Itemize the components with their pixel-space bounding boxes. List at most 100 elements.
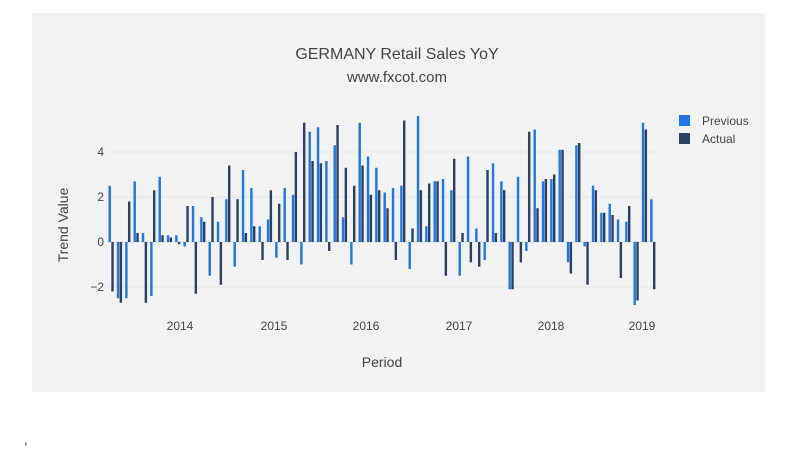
bar-previous[interactable] <box>233 242 236 267</box>
bar-previous[interactable] <box>416 116 420 242</box>
bar-previous[interactable] <box>483 242 486 260</box>
bar-actual[interactable] <box>377 190 381 242</box>
bar-actual[interactable] <box>452 158 456 242</box>
bar-actual[interactable] <box>411 228 414 243</box>
bar-previous[interactable] <box>491 163 495 242</box>
bar-actual[interactable] <box>502 190 506 242</box>
bar-previous[interactable] <box>375 167 378 242</box>
bar-previous[interactable] <box>316 127 320 242</box>
bar-previous[interactable] <box>433 181 436 242</box>
bar-actual[interactable] <box>594 190 598 242</box>
bar-previous[interactable] <box>191 206 195 242</box>
bar-actual[interactable] <box>336 125 339 242</box>
bar-actual[interactable] <box>494 233 498 242</box>
bar-previous[interactable] <box>466 156 470 243</box>
bar-actual[interactable] <box>586 242 589 285</box>
bar-previous[interactable] <box>158 176 161 242</box>
bar-previous[interactable] <box>575 145 578 242</box>
bar-actual[interactable] <box>369 194 373 242</box>
bar-actual[interactable] <box>252 226 256 242</box>
bar-actual[interactable] <box>544 179 548 242</box>
bar-actual[interactable] <box>236 199 239 242</box>
bar-previous[interactable] <box>550 179 553 242</box>
bar-actual[interactable] <box>186 206 189 242</box>
bar-actual[interactable] <box>652 242 656 290</box>
bar-actual[interactable] <box>577 143 581 242</box>
bar-actual[interactable] <box>344 167 348 242</box>
bar-actual[interactable] <box>461 233 464 242</box>
bar-previous[interactable] <box>300 242 303 265</box>
bar-previous[interactable] <box>383 192 386 243</box>
bar-actual[interactable] <box>394 242 398 260</box>
bar-previous[interactable] <box>275 242 278 258</box>
bar-previous[interactable] <box>475 228 478 243</box>
bar-previous[interactable] <box>616 219 620 243</box>
bar-previous[interactable] <box>391 188 395 242</box>
bar-actual[interactable] <box>152 190 156 242</box>
bar-actual[interactable] <box>327 242 331 251</box>
bar-previous[interactable] <box>283 188 286 242</box>
bar-previous[interactable] <box>183 242 186 247</box>
bar-previous[interactable] <box>566 242 570 263</box>
bar-actual[interactable] <box>244 233 248 242</box>
bar-actual[interactable] <box>644 129 648 243</box>
bar-actual[interactable] <box>519 242 523 263</box>
bar-actual[interactable] <box>602 212 606 242</box>
bar-actual[interactable] <box>627 206 631 242</box>
bar-actual[interactable] <box>386 208 389 242</box>
bar-previous[interactable] <box>216 221 220 242</box>
bar-previous[interactable] <box>408 242 411 269</box>
bar-previous[interactable] <box>291 194 295 242</box>
bar-previous[interactable] <box>633 242 636 305</box>
bar-previous[interactable] <box>600 212 603 242</box>
bar-actual[interactable] <box>269 190 273 242</box>
bar-actual[interactable] <box>211 197 214 242</box>
bar-actual[interactable] <box>286 242 289 260</box>
bar-actual[interactable] <box>619 242 623 278</box>
bar-actual[interactable] <box>144 242 148 303</box>
bar-actual[interactable] <box>219 242 223 285</box>
bar-actual[interactable] <box>477 242 481 267</box>
bar-actual[interactable] <box>294 152 298 242</box>
bar-previous[interactable] <box>150 242 153 296</box>
bar-previous[interactable] <box>175 235 178 242</box>
bar-actual[interactable] <box>486 170 489 242</box>
bar-previous[interactable] <box>133 181 136 242</box>
bar-actual[interactable] <box>302 122 306 242</box>
bar-previous[interactable] <box>308 131 311 242</box>
bar-actual[interactable] <box>319 163 323 242</box>
bar-previous[interactable] <box>125 242 128 299</box>
bar-actual[interactable] <box>527 131 531 242</box>
bar-previous[interactable] <box>500 181 503 242</box>
bar-previous[interactable] <box>266 219 270 243</box>
bar-previous[interactable] <box>625 221 628 242</box>
bar-actual[interactable] <box>511 242 514 290</box>
bar-actual[interactable] <box>136 233 139 242</box>
bar-previous[interactable] <box>350 242 353 265</box>
bar-actual[interactable] <box>169 237 173 243</box>
bar-actual[interactable] <box>194 242 198 294</box>
bar-previous[interactable] <box>166 235 170 242</box>
bar-previous[interactable] <box>366 156 370 243</box>
bar-actual[interactable] <box>161 235 164 242</box>
bar-actual[interactable] <box>202 221 206 242</box>
bar-actual[interactable] <box>277 203 281 242</box>
bar-actual[interactable] <box>261 242 264 260</box>
bar-previous[interactable] <box>583 242 586 247</box>
bar-previous[interactable] <box>425 226 428 242</box>
bar-previous[interactable] <box>400 185 403 242</box>
bar-actual[interactable] <box>177 242 181 245</box>
bar-previous[interactable] <box>508 242 511 290</box>
bar-previous[interactable] <box>250 188 253 242</box>
bar-actual[interactable] <box>361 165 364 243</box>
bar-previous[interactable] <box>641 122 645 242</box>
legend[interactable]: Previous Actual <box>679 114 749 146</box>
bar-previous[interactable] <box>241 170 245 242</box>
bar-previous[interactable] <box>258 226 261 242</box>
bar-actual[interactable] <box>444 242 448 276</box>
bar-previous[interactable] <box>225 199 228 242</box>
bar-actual[interactable] <box>569 242 573 274</box>
bar-actual[interactable] <box>119 242 123 303</box>
bar-previous[interactable] <box>358 122 361 242</box>
bar-previous[interactable] <box>608 203 611 242</box>
